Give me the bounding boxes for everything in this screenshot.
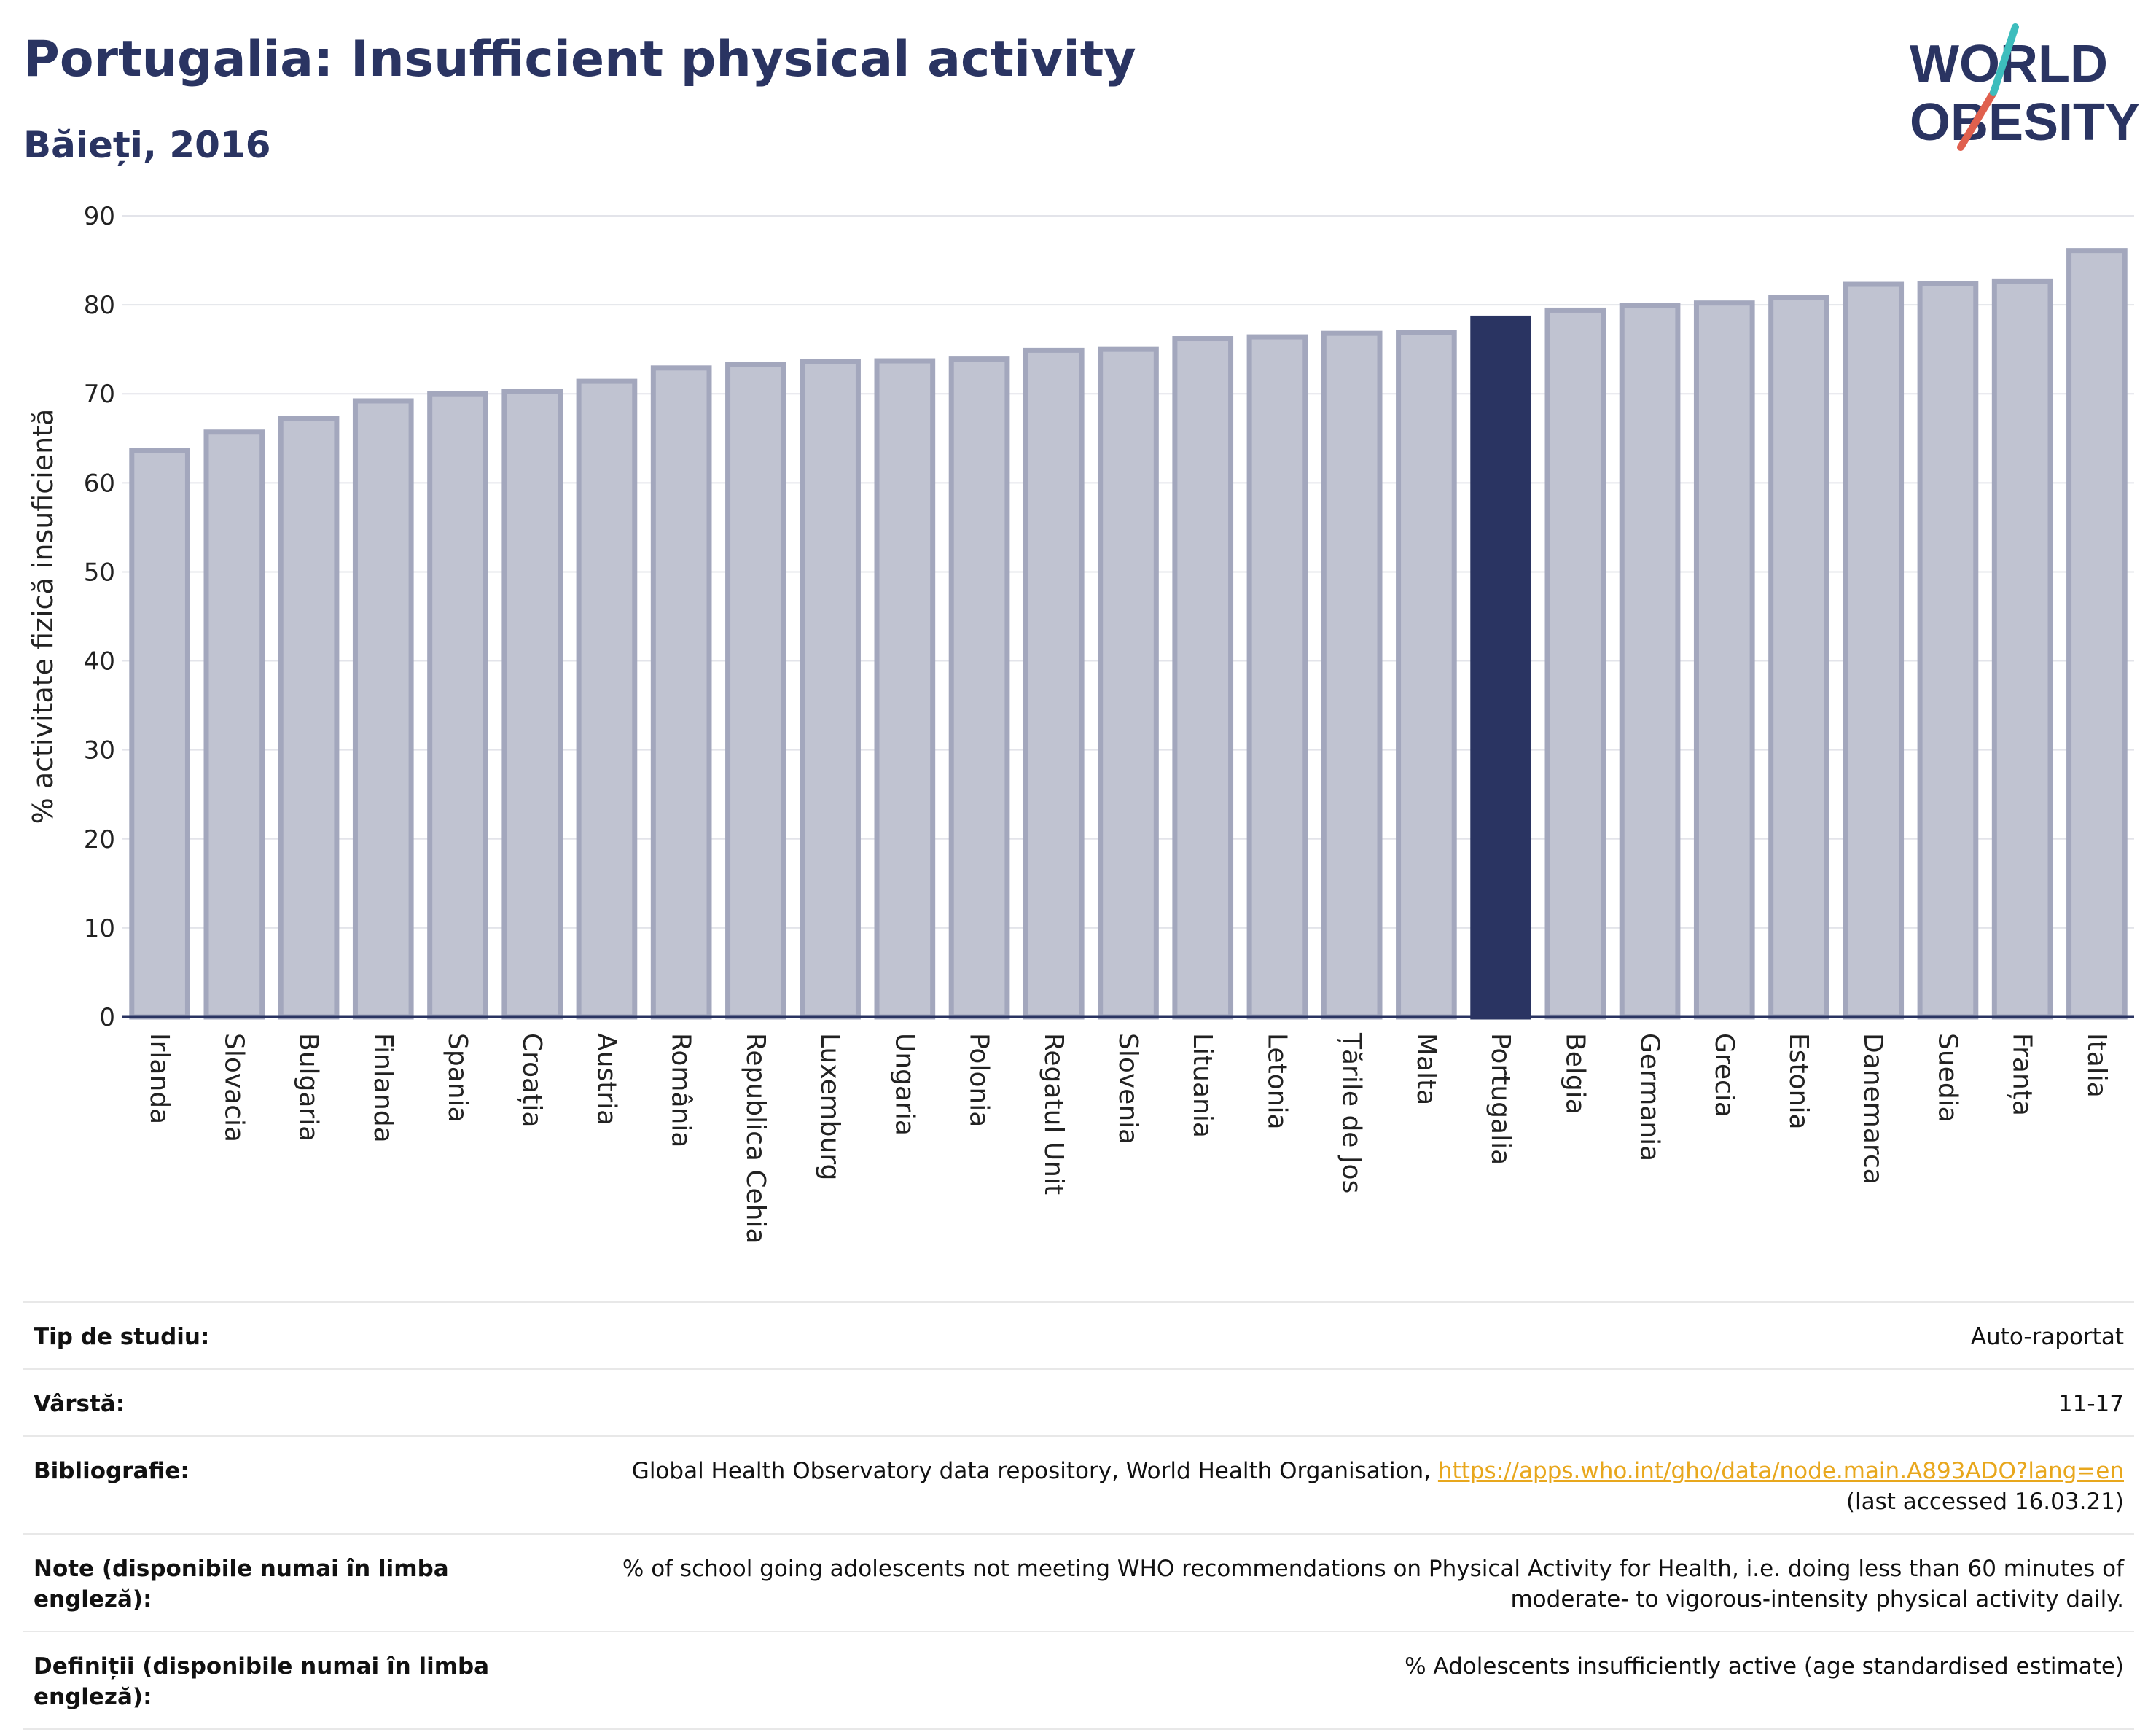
- x-tick-label: Letonia: [1262, 1033, 1292, 1130]
- x-tick-label: Grecia: [1709, 1033, 1739, 1118]
- bar: [1843, 281, 1905, 1020]
- bar: [427, 391, 488, 1020]
- y-tick-label: 90: [84, 202, 115, 231]
- bar: [1693, 300, 1755, 1020]
- bibliography-label: Bibliografie:: [34, 1458, 190, 1484]
- info-row-notes: Note (disponibile numai în limba engleză…: [23, 1533, 2134, 1631]
- bibliography-source: Global Health Observatory data repositor…: [631, 1458, 1438, 1484]
- bar: [1321, 330, 1383, 1020]
- chart-subtitle: Băieți, 2016: [23, 124, 271, 166]
- y-tick-label: 70: [84, 380, 115, 409]
- age-value: 11-17: [2058, 1391, 2124, 1417]
- study-type-value: Auto-raportat: [1970, 1324, 2124, 1350]
- x-tick-label: Irlanda: [144, 1033, 174, 1124]
- x-tick-label: Germania: [1635, 1033, 1665, 1161]
- bibliography-value: Global Health Observatory data repositor…: [632, 1456, 2124, 1517]
- y-tick-label: 60: [84, 469, 115, 498]
- bar-chart: 0 10 20 30 40 50 60 70 80 90 % activitate fizică i…: [27, 202, 2134, 1244]
- y-tick-label: 50: [84, 558, 115, 587]
- chart-title: Portugalia: Insufficient physical activi…: [23, 31, 1136, 88]
- x-tick-label: Finlanda: [368, 1033, 398, 1143]
- x-tick-label: Republica Cehia: [741, 1033, 770, 1244]
- info-table: Tip de studiu: Auto-raportat Vârstă: 11-…: [23, 1301, 2134, 1730]
- x-tick-label: Suedia: [1932, 1033, 1962, 1123]
- bar: [1023, 347, 1085, 1020]
- world-obesity-logo: WORLD OBESITY: [1910, 23, 2140, 152]
- bar: [1544, 307, 1606, 1020]
- bar: [129, 448, 190, 1020]
- bar: [1172, 336, 1234, 1020]
- notes-value: % of school going adolescents not meetin…: [622, 1556, 2124, 1613]
- x-tick-label: Estonia: [1784, 1033, 1813, 1130]
- x-tick-label: Slovenia: [1113, 1033, 1143, 1145]
- x-tick-label: Polonia: [964, 1033, 994, 1127]
- bar: [576, 378, 638, 1020]
- info-row-definitions: Definiții (disponibile numai în limba en…: [23, 1631, 2134, 1730]
- bar: [1991, 278, 2053, 1020]
- logo-slash-red: [1957, 89, 1997, 151]
- y-tick-label: 0: [99, 1003, 115, 1032]
- bibliography-accessed: (last accessed 16.03.21): [1846, 1489, 2124, 1515]
- bar: [1396, 330, 1457, 1020]
- x-tick-label: Bulgaria: [294, 1033, 324, 1142]
- bar: [725, 362, 786, 1020]
- bar: [501, 389, 563, 1020]
- x-tick-label: Austria: [591, 1033, 621, 1126]
- x-tick-label: Spania: [442, 1033, 472, 1123]
- bar: [1246, 334, 1308, 1020]
- x-tick-label: Belgia: [1560, 1033, 1590, 1115]
- x-tick-label: Luxemburg: [815, 1033, 845, 1180]
- bar: [1619, 303, 1681, 1020]
- bar: [800, 359, 861, 1020]
- bar: [948, 356, 1010, 1020]
- study-type-label: Tip de studiu:: [34, 1324, 210, 1350]
- x-tick-label: Lituania: [1187, 1033, 1217, 1138]
- bar: [650, 365, 712, 1020]
- info-row-age: Vârstă: 11-17: [23, 1368, 2134, 1435]
- info-row-study-type: Tip de studiu: Auto-raportat: [23, 1301, 2134, 1368]
- bar-highlight: [1470, 315, 1531, 1020]
- info-row-bibliography: Bibliografie: Global Health Observatory …: [23, 1435, 2134, 1533]
- bar: [874, 358, 936, 1020]
- bar: [278, 416, 340, 1020]
- x-tick-label: Franța: [2007, 1033, 2037, 1116]
- definitions-value: % Adolescents insufficiently active (age…: [1405, 1653, 2124, 1680]
- y-tick-label: 10: [84, 914, 115, 943]
- x-tick-label: Regatul Unit: [1039, 1033, 1069, 1195]
- x-tick-label: Ungaria: [889, 1033, 919, 1136]
- bar: [1917, 281, 1979, 1020]
- age-label: Vârstă:: [34, 1391, 125, 1417]
- x-tick-label: Danemarca: [1858, 1033, 1888, 1185]
- bar: [1098, 346, 1159, 1020]
- y-tick-label: 80: [84, 291, 115, 320]
- x-tick-label: Portugalia: [1485, 1033, 1515, 1165]
- y-tick-label: 40: [84, 647, 115, 677]
- logo-line2: OBESITY: [1910, 93, 2140, 152]
- x-tick-label: România: [666, 1033, 696, 1147]
- y-tick-label: 30: [84, 736, 115, 765]
- x-tick-label: Italia: [2082, 1033, 2112, 1098]
- x-tick-label: Țările de Jos: [1337, 1032, 1367, 1193]
- notes-label: Note (disponibile numai în limba engleză…: [34, 1556, 449, 1613]
- definitions-label: Definiții (disponibile numai în limba en…: [34, 1653, 490, 1710]
- x-tick-label: Malta: [1411, 1033, 1441, 1105]
- bar: [2066, 248, 2128, 1020]
- bibliography-link[interactable]: https://apps.who.int/gho/data/node.main.…: [1437, 1458, 2124, 1484]
- y-tick-label: 20: [84, 825, 115, 854]
- logo-slash-teal: [1990, 23, 2019, 96]
- bar: [1768, 295, 1829, 1020]
- x-tick-label: Slovacia: [219, 1033, 249, 1142]
- bar: [352, 398, 414, 1020]
- bar: [203, 429, 265, 1020]
- y-axis-label: % activitate fizică insuficientă: [27, 409, 59, 824]
- x-tick-label: Croația: [517, 1033, 547, 1127]
